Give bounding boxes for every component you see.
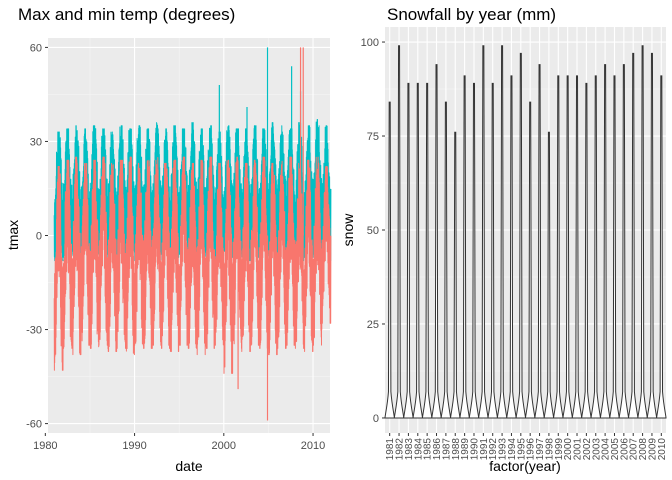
- snowfall-x-tick-label: 2000: [563, 438, 574, 461]
- snowfall-violin: [581, 82, 592, 419]
- snowfall-x-tick-label: 1986: [432, 438, 443, 461]
- snowfall-x-tick-label: 1989: [460, 438, 471, 461]
- snowfall-x-tick-label: 1999: [554, 438, 565, 461]
- snowfall-y-tick-label: 50: [367, 225, 379, 237]
- snowfall-x-tick-label: 1988: [451, 438, 462, 461]
- snowfall-violin: [412, 82, 423, 419]
- snowfall-violin: [534, 64, 545, 419]
- snowfall-violin: [496, 45, 508, 419]
- snowfall-violin: [646, 52, 658, 419]
- temperature-x-tick-label: 1990: [122, 440, 146, 452]
- snowfall-x-tick-label: 1984: [413, 438, 424, 461]
- snowfall-violin: [543, 131, 555, 419]
- temperature-chart-title: Max and min temp (degrees): [18, 5, 235, 24]
- temperature-x-ticks: 1980 1990 2000 2010: [33, 433, 325, 452]
- snowfall-x-axis-title: factor(year): [489, 458, 561, 474]
- snowfall-violin: [562, 75, 573, 419]
- snowfall-violin: [459, 75, 470, 419]
- snowfall-x-tick-label: 1983: [404, 438, 415, 461]
- snowfall-violin: [506, 75, 517, 419]
- snowfall-x-tick-label: 2001: [573, 438, 584, 461]
- snowfall-x-tick-label: 1985: [423, 438, 434, 461]
- snowfall-violin: [637, 45, 648, 419]
- snowfall-x-tick-label: 2005: [610, 438, 621, 461]
- temperature-chart: -60 -30 0 30 60 1980 1990 2000 2010 Max and min…: [5, 5, 332, 474]
- snowfall-x-tick-label: 1997: [535, 438, 546, 461]
- snowfall-y-tick-label: 100: [361, 37, 379, 49]
- snowfall-x-tick-label: 1993: [498, 438, 509, 461]
- snowfall-x-ticks: 1981198219831984198519861987198819891990…: [385, 433, 668, 460]
- temperature-y-tick-label: -30: [26, 325, 42, 337]
- snowfall-violin: [571, 75, 583, 419]
- temperature-x-tick-label: 2010: [301, 440, 325, 452]
- snowfall-violin: [590, 75, 601, 419]
- snowfall-violin: [656, 75, 667, 419]
- temperature-y-tick-label: 60: [30, 42, 42, 54]
- snowfall-x-tick-label: 2004: [601, 438, 612, 461]
- temperature-y-tick-label: 30: [30, 136, 42, 148]
- snowfall-violin: [515, 52, 527, 419]
- snowfall-violin: [628, 52, 639, 419]
- temperature-series: [53, 47, 332, 421]
- snowfall-violins: [384, 45, 667, 419]
- snowfall-violin: [440, 101, 452, 419]
- temperature-series-line: [53, 156, 332, 374]
- snowfall-violin: [524, 101, 536, 419]
- snowfall-violin: [599, 64, 611, 419]
- snowfall-violin: [618, 64, 630, 419]
- temperature-y-axis-title: tmax: [5, 220, 21, 250]
- temperature-x-axis-title: date: [175, 458, 202, 474]
- snowfall-x-tick-label: 1991: [479, 438, 490, 461]
- snowfall-x-tick-label: 1995: [516, 438, 527, 461]
- snowfall-x-tick-label: 2002: [582, 438, 593, 461]
- snowfall-y-axis-title: snow: [340, 213, 356, 247]
- snowfall-violin: [421, 82, 433, 419]
- temperature-y-tick-label: -60: [26, 419, 42, 431]
- snowfall-y-tick-label: 25: [367, 319, 379, 331]
- temperature-x-tick-label: 1980: [33, 440, 57, 452]
- snowfall-x-tick-label: 2009: [647, 438, 658, 461]
- snowfall-violin: [553, 75, 564, 419]
- snowfall-y-ticks: 0 25 50 75 100: [361, 37, 385, 425]
- snowfall-violin: [450, 131, 461, 419]
- snowfall-violin: [431, 64, 442, 419]
- snowfall-chart-title: Snowfall by year (mm): [387, 5, 556, 24]
- snowfall-violin: [468, 82, 480, 419]
- snowfall-x-tick-label: 1981: [385, 438, 396, 461]
- snowfall-y-tick-label: 0: [373, 413, 379, 425]
- snowfall-x-tick-label: 1998: [544, 438, 555, 461]
- snowfall-violin: [403, 82, 414, 419]
- snowfall-violin: [609, 75, 620, 419]
- snowfall-y-tick-label: 75: [367, 131, 379, 143]
- snowfall-x-tick-label: 2003: [591, 438, 602, 461]
- snowfall-x-tick-label: 2010: [657, 438, 668, 461]
- snowfall-x-tick-label: 1996: [526, 438, 537, 461]
- snowfall-violin: [384, 101, 395, 419]
- temperature-x-tick-label: 2000: [212, 440, 236, 452]
- snowfall-violin: [393, 45, 405, 419]
- snowfall-x-tick-label: 1992: [488, 438, 499, 461]
- snowfall-x-tick-label: 2007: [629, 438, 640, 461]
- temperature-y-tick-label: 0: [36, 231, 42, 243]
- temperature-y-ticks: -60 -30 0 30 60: [26, 42, 48, 431]
- snowfall-x-tick-label: 1982: [395, 438, 406, 461]
- snowfall-x-tick-label: 1990: [469, 438, 480, 461]
- snowfall-x-tick-label: 2006: [619, 438, 630, 461]
- snowfall-violin: [487, 82, 498, 419]
- snowfall-violin: [478, 45, 489, 419]
- snowfall-x-tick-label: 2008: [638, 438, 649, 461]
- snowfall-x-tick-label: 1994: [507, 438, 518, 461]
- snowfall-x-tick-label: 1987: [441, 438, 452, 461]
